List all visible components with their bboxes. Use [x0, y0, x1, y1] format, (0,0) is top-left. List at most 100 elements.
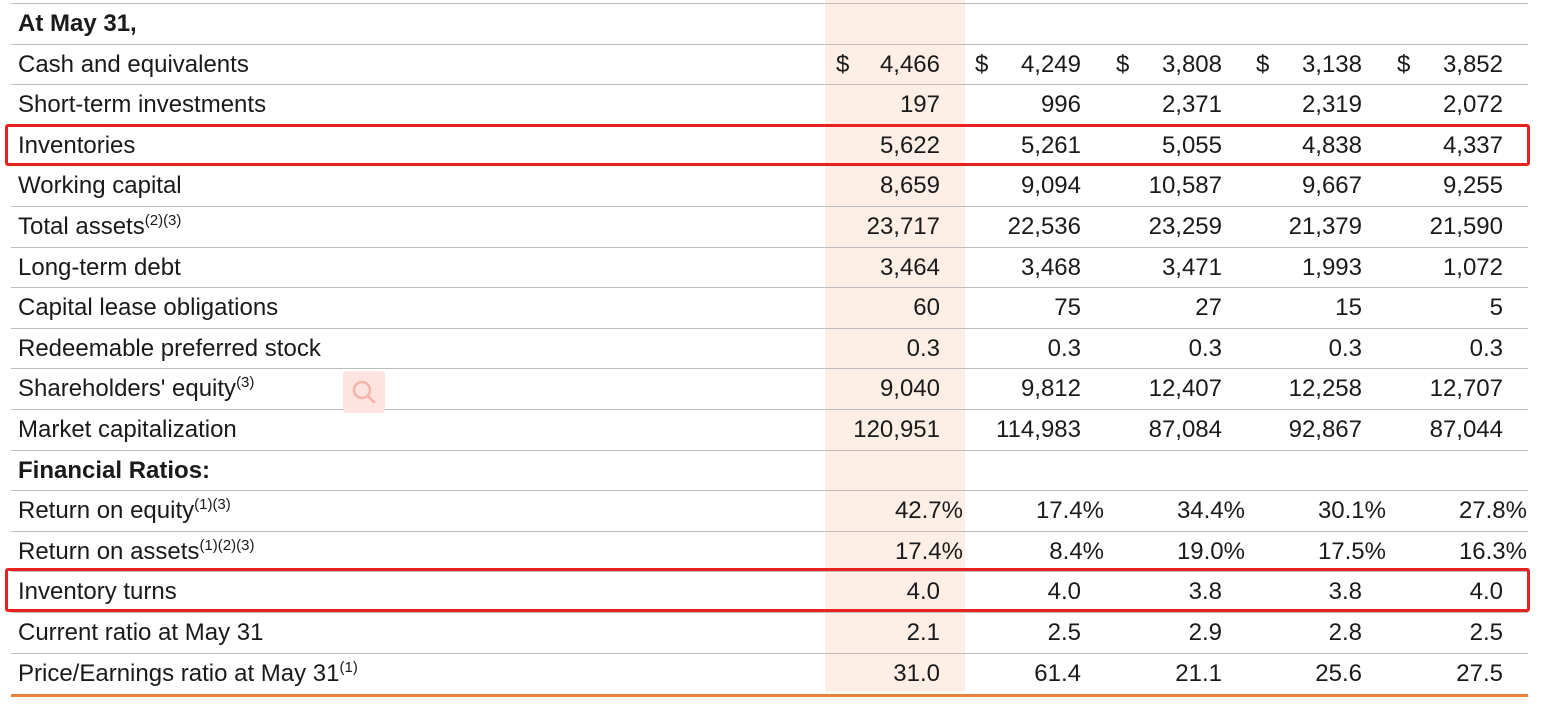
highlight-box-inventory-turns — [5, 568, 1530, 612]
table-cell: 2.9 — [1188, 619, 1222, 646]
table-cell: 4,466 — [879, 50, 940, 78]
table-cell: 4.0 — [906, 578, 940, 606]
table-row: Capital lease obligations 60 75 27 15 5 — [11, 287, 1528, 329]
table-cell: 114,983 — [996, 416, 1081, 443]
table-cell: 12,407 — [1148, 375, 1222, 403]
table-row: Financial Ratios: — [11, 449, 1528, 492]
row-label-text: At May 31, — [18, 10, 137, 37]
footnote-marker: (1)(3) — [194, 496, 231, 514]
table-cell: 9,040 — [879, 375, 940, 403]
table-cell: 8.4% — [1049, 537, 1104, 565]
table-cell: 75 — [1054, 294, 1081, 322]
table-cell: 3.8 — [1328, 578, 1362, 606]
table-cell: 1,072 — [1442, 253, 1503, 281]
table-cell: 27.5 — [1456, 659, 1503, 687]
row-label: Inventory turns — [18, 572, 177, 613]
table-cell: 2,072 — [1442, 91, 1503, 119]
table-cell: 4.0 — [1047, 578, 1081, 606]
row-label: Return on assets(1)(2)(3) — [18, 532, 254, 573]
currency-symbol: $ — [1116, 50, 1130, 78]
table-cell: 30.1% — [1317, 497, 1386, 525]
current-year-column-highlight — [825, 0, 965, 692]
row-label-text: Inventories — [18, 131, 136, 159]
row-label: Price/Earnings ratio at May 31(1) — [18, 654, 358, 695]
table-cell: 5,261 — [1020, 131, 1081, 159]
table-cell: 2,371 — [1161, 91, 1222, 119]
row-label: Market capitalization — [18, 410, 237, 451]
row-label-text: Cash and equivalents — [18, 50, 249, 78]
footnote-marker: (1)(2)(3) — [199, 536, 255, 554]
row-label: Long-term debt — [18, 248, 181, 289]
table-cell: 2.8 — [1328, 619, 1362, 646]
footnote-marker: (3) — [236, 374, 255, 392]
table-cell: 87,044 — [1429, 416, 1503, 443]
table-row: Return on equity(1)(3) 42.7% 17.4% 34.4% 30.… — [11, 490, 1528, 532]
table-cell: 4,838 — [1301, 131, 1362, 159]
table-cell: 22,536 — [1007, 213, 1081, 240]
table-cell: 3,468 — [1020, 253, 1081, 281]
row-label: Capital lease obligations — [18, 288, 278, 329]
table-cell: 2.5 — [1047, 619, 1081, 646]
currency-symbol: $ — [836, 50, 850, 78]
table-cell: 10,587 — [1148, 172, 1222, 200]
table-cell: 3.8 — [1188, 578, 1222, 606]
table-row: Redeemable preferred stock 0.3 0.3 0.3 0.3 0.… — [11, 327, 1528, 370]
row-label: Current ratio at May 31 — [18, 613, 263, 654]
table-cell: 4.0 — [1469, 578, 1503, 606]
row-label-text: Return on equity — [18, 497, 195, 525]
footnote-marker: (1) — [339, 658, 358, 676]
table-cell: 2.1 — [906, 619, 940, 646]
table-cell: 17.4% — [894, 537, 963, 565]
table-cell: 87,084 — [1148, 416, 1222, 443]
table-row: At May 31, — [11, 3, 1528, 45]
row-label-text: Current ratio at May 31 — [18, 619, 264, 646]
row-label-text: Market capitalization — [18, 416, 237, 443]
row-label-text: Return on assets — [18, 537, 200, 565]
table-row: Working capital 8,659 9,094 10,587 9,667 9,25… — [11, 165, 1528, 207]
table-cell: 9,255 — [1442, 172, 1503, 200]
table-cell: 16.3% — [1458, 537, 1527, 565]
table-cell: 12,707 — [1429, 375, 1503, 403]
table-cell: 19.0% — [1176, 537, 1245, 565]
row-label: Total assets(2)(3) — [18, 207, 181, 248]
table-cell: 23,259 — [1148, 213, 1222, 240]
table-cell: 2,319 — [1301, 91, 1362, 119]
row-label: Cash and equivalents — [18, 45, 249, 86]
row-label-text: Shareholders' equity — [18, 375, 237, 403]
row-label-text: Total assets — [18, 213, 145, 240]
table-cell: 0.3 — [1047, 334, 1081, 362]
table-cell: 0.3 — [1188, 334, 1222, 362]
row-label: Financial Ratios: — [18, 451, 210, 492]
table-cell: 4,249 — [1020, 50, 1081, 78]
table-cell: 1,993 — [1301, 253, 1362, 281]
footnote-marker: (2)(3) — [144, 212, 182, 229]
row-label-text: Working capital — [18, 172, 182, 200]
table-cell: 23,717 — [866, 213, 940, 240]
table-cell: 5,622 — [879, 131, 940, 159]
table-cell: 92,867 — [1288, 416, 1362, 443]
table-cell: 21,590 — [1429, 213, 1503, 240]
table-row: Current ratio at May 31 2.1 2.5 2.9 2.8 2.5 — [11, 612, 1528, 654]
table-cell: 5,055 — [1161, 131, 1222, 159]
table-cell: 21,379 — [1288, 213, 1362, 240]
row-label: Return on equity(1)(3) — [18, 491, 231, 532]
row-label-text: Capital lease obligations — [18, 294, 279, 322]
row-label-text: Inventory turns — [18, 578, 177, 606]
table-cell: 5 — [1489, 294, 1503, 322]
row-label: At May 31, — [18, 4, 137, 45]
table-cell: 9,812 — [1020, 375, 1081, 403]
row-label: Redeemable preferred stock — [18, 329, 321, 370]
row-label-text: Long-term debt — [18, 253, 181, 281]
table-cell: 27.8% — [1458, 497, 1527, 525]
row-label: Inventories — [18, 126, 135, 167]
currency-symbol: $ — [1256, 50, 1270, 78]
currency-symbol: $ — [1397, 50, 1411, 78]
currency-symbol: $ — [975, 50, 989, 78]
row-label: Working capital — [18, 166, 182, 207]
table-cell: 996 — [1040, 91, 1081, 119]
table-cell: 9,667 — [1301, 172, 1362, 200]
search-icon[interactable] — [343, 371, 385, 413]
row-label-text: Short-term investments — [18, 91, 267, 119]
table-cell: 17.5% — [1317, 537, 1386, 565]
